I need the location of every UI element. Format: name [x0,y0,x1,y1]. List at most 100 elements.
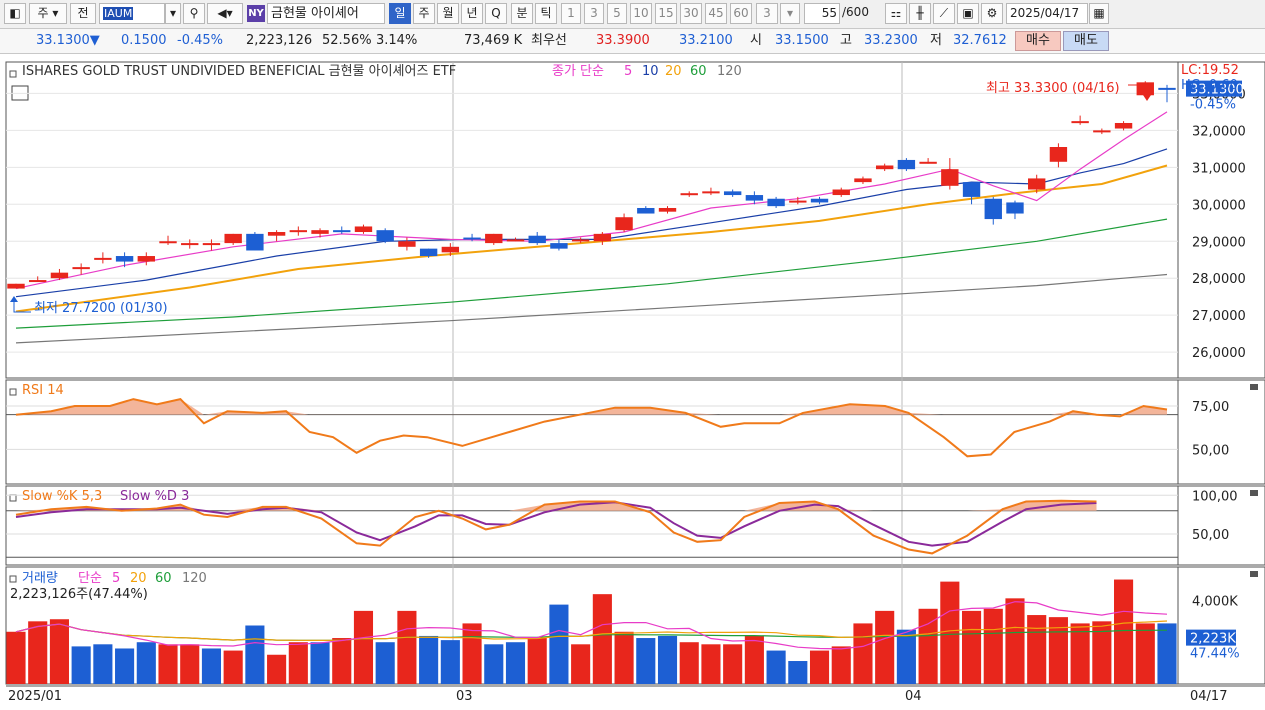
draw-line-icon[interactable]: ⟋ [933,3,955,24]
volume-bar [896,629,916,684]
search-icon[interactable]: ⚲ [183,3,205,24]
rsi-panel-menu-icon [1250,384,1258,390]
calendar-icon[interactable]: ▦ [1089,3,1109,24]
interval-1[interactable]: 1 [561,3,581,24]
volume-ma120-label: 120 [182,571,207,586]
high-marker-line [1128,84,1148,96]
candle-body [1071,121,1089,124]
price-change: 0.1500 [121,33,167,48]
candle-body [115,256,134,262]
candle-body [941,169,959,186]
candle-body [571,239,590,242]
volume-tag-bg [1186,629,1236,646]
candle-body [1006,202,1024,214]
stock-name-field[interactable]: 금현물 아이셰어 [267,3,385,24]
minute-tab[interactable]: 분 [511,3,533,24]
code-dropdown-icon[interactable]: ▾ [165,3,181,24]
count-input[interactable]: 55 [804,3,840,24]
candle-body [246,233,264,251]
volume-bar [723,644,743,684]
rsi-panel [6,398,1178,458]
volume-bar [1005,598,1025,684]
candle-body [224,233,242,244]
period-tab-year[interactable]: 년 [461,3,483,24]
custom-interval[interactable]: 3 [756,3,778,24]
interval-45[interactable]: 45 [705,3,727,24]
volume-bar [853,623,873,684]
tick-tab[interactable]: 틱 [535,3,557,24]
rsi-title: RSI 14 [22,383,64,398]
period-tab-week[interactable]: 주 [413,3,435,24]
ma120-label: 120 [717,64,742,79]
buy-button[interactable]: 매수 [1015,31,1061,51]
period-tab-day[interactable]: 일 [389,3,411,24]
interval-10[interactable]: 10 [630,3,652,24]
interval-5[interactable]: 5 [607,3,627,24]
candle-body [137,256,155,262]
hc-value: HC:-0.60 [1181,78,1238,93]
code-input[interactable]: IAUM [99,3,165,24]
stoch-panel-menu-icon [1250,490,1258,496]
candle-body [1136,82,1154,96]
volume-bar [571,644,591,684]
sound-icon[interactable]: ◀▾ [207,3,243,24]
x-axis-label: 2025/01 [8,689,62,704]
price-tick-label: 32,0000 [1192,124,1246,139]
candle-body [962,182,981,197]
volume-bar [918,608,938,684]
x-axis-label: 04/17 [1190,689,1227,704]
volume-bar [875,610,895,684]
best-label: 최우선 [531,33,567,48]
volume-bar [1092,621,1112,684]
price-panel-border [5,61,1179,379]
price-panel-handle-icon [9,70,17,78]
type-dropdown[interactable]: 주 ▾ [29,3,67,24]
volume-bar [332,638,352,684]
date-input[interactable]: 2025/04/17 [1006,3,1088,24]
candle-body [528,235,546,244]
volume-bar [657,635,678,684]
volume-current-pct: 47.44% [1190,647,1240,662]
rsi-overbought-fill [16,399,1167,415]
volume-bar [245,625,265,684]
change-percent: -0.45% [177,33,223,48]
gear-icon[interactable]: ⚙ [981,3,1003,24]
low-annotation: 최저 27.7200 (01/30) [34,301,168,316]
volume-title: 거래량 [22,571,58,586]
volume-bar [940,581,960,684]
open-price: 33.1500 [775,33,829,48]
candle-body [202,243,221,246]
period-tab-quarter[interactable]: Q [485,3,507,24]
interval-3[interactable]: 3 [584,3,604,24]
sell-button[interactable]: 매도 [1063,31,1109,51]
candle-body [94,257,112,260]
ma60-label: 60 [690,64,707,79]
stoch-axis-border [1177,485,1265,566]
candle-type-icon[interactable]: ╫ [909,3,931,24]
volume-bar [831,646,851,684]
price-axis-border [1177,61,1265,379]
volume-bar [419,635,439,684]
candle-body [441,246,460,253]
current-price: 33.1300▼ [36,33,100,48]
candle-body [832,189,850,196]
period-tab-month[interactable]: 월 [437,3,459,24]
layout-icon[interactable]: ◧ [4,3,26,24]
prev-button[interactable]: 전 [70,3,96,24]
custom-interval-dropdown-icon[interactable]: ▾ [780,3,800,24]
volume-bar [6,631,26,684]
save-icon[interactable]: ▣ [957,3,979,24]
volume-bar [766,650,786,684]
count-total: /600 [842,5,869,19]
interval-60[interactable]: 60 [730,3,752,24]
toolbar: ◧ 주 ▾ 전 IAUM ▾ ⚲ ◀▾ NY 금현물 아이셰어 일 주 월 년 … [0,0,1265,29]
crosshair-icon[interactable]: ⚏ [885,3,907,24]
ma60-line [15,218,1168,329]
candle-body [267,232,286,236]
interval-30[interactable]: 30 [680,3,702,24]
price-tick-label: 26,0000 [1192,346,1246,361]
ma-label: 종가 단순 [552,64,604,79]
interval-15[interactable]: 15 [655,3,677,24]
volume-axis-border [1177,566,1265,685]
